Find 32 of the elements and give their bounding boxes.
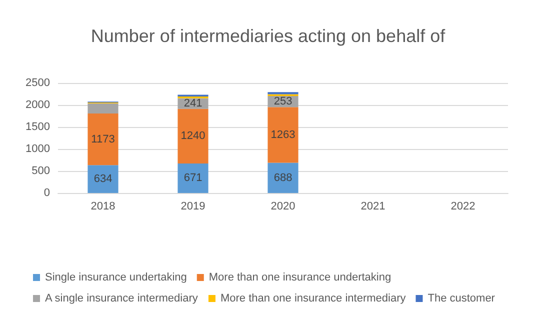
x-tick-label: 2021 bbox=[360, 200, 386, 212]
bar bbox=[88, 165, 118, 193]
data-label: 253 bbox=[274, 96, 292, 108]
y-tick-label: 1500 bbox=[26, 121, 50, 133]
y-tick-label: 1000 bbox=[26, 143, 50, 155]
legend-label: More than one insurance intermediary bbox=[220, 292, 406, 304]
bar bbox=[268, 162, 298, 193]
bar bbox=[178, 163, 208, 193]
y-tick-label: 2500 bbox=[26, 77, 50, 89]
legend-label: A single insurance intermediary bbox=[45, 292, 198, 304]
bar bbox=[88, 113, 118, 166]
data-label: 1173 bbox=[91, 133, 115, 146]
data-label: 1263 bbox=[270, 128, 296, 141]
data-label: 688 bbox=[274, 172, 292, 184]
y-tick-label: 500 bbox=[32, 165, 50, 177]
data-label: 241 bbox=[184, 98, 202, 110]
y-tick-label: 0 bbox=[44, 187, 50, 199]
bar bbox=[268, 107, 298, 163]
data-label: 1240 bbox=[180, 130, 206, 142]
legend-label: Single insurance undertaking bbox=[45, 272, 187, 284]
x-tick-label: 2018 bbox=[90, 200, 116, 212]
bar bbox=[88, 103, 118, 114]
x-tick-label: 2020 bbox=[270, 200, 296, 212]
bar bbox=[178, 108, 208, 164]
data-label: 634 bbox=[94, 173, 112, 186]
chart-title: Number of intermediaries acting on behalf of bbox=[90, 26, 446, 46]
y-tick-label: 2000 bbox=[26, 99, 50, 111]
legend-label: The customer bbox=[428, 292, 496, 304]
x-tick-label: 2022 bbox=[450, 200, 476, 212]
legend-label: More than one insurance undertaking bbox=[208, 272, 392, 284]
data-label: 671 bbox=[184, 172, 202, 184]
x-tick-label: 2019 bbox=[180, 200, 206, 212]
